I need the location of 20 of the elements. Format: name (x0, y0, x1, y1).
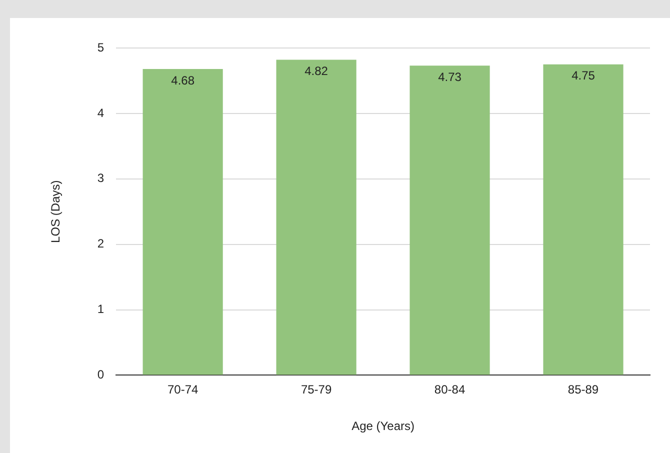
data-label: 4.68 (171, 73, 195, 88)
bar (276, 60, 356, 375)
y-tick-label: 0 (97, 368, 104, 382)
bar (142, 68, 223, 375)
data-label: 4.75 (572, 68, 596, 83)
x-tick-label: 75-79 (300, 382, 332, 397)
x-tick-label: 80-84 (434, 382, 466, 397)
bar (543, 64, 624, 375)
x-tick-label: 85-89 (568, 382, 599, 397)
y-tick-label: 3 (97, 171, 104, 186)
y-axis-title: LOS (Days) (48, 180, 63, 243)
x-tick-label: 70-74 (167, 382, 198, 397)
y-tick-label: 1 (97, 302, 104, 316)
y-tick-label: 2 (97, 236, 104, 251)
x-axis-title: Age (Years) (352, 419, 415, 434)
bar (410, 66, 490, 375)
data-label: 4.82 (304, 64, 328, 78)
data-label: 4.73 (438, 70, 462, 84)
y-tick-label: 4 (97, 106, 104, 120)
y-tick-label: 5 (97, 40, 104, 54)
